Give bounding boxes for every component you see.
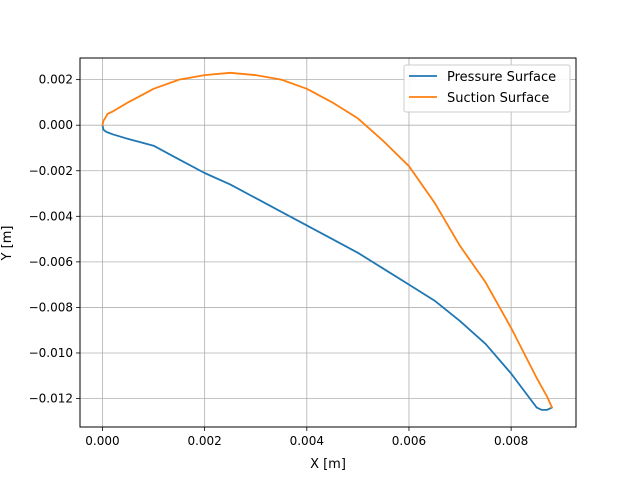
y-tick-label-5: −0.008	[29, 300, 73, 314]
x-tick-label-4: 0.008	[494, 434, 528, 448]
y-axis-label: Y [m]	[0, 226, 15, 262]
y-tick-label-4: −0.006	[29, 255, 73, 269]
y-tick-label-2: −0.002	[29, 164, 73, 178]
y-tick-label-0: 0.002	[39, 73, 73, 87]
y-tick-label-7: −0.012	[29, 392, 73, 406]
x-tick-label-1: 0.002	[187, 434, 221, 448]
series-line-suction-surface	[101, 71, 553, 409]
grid-layer	[80, 58, 576, 427]
legend-label-suction-surface: Suction Surface	[447, 91, 549, 106]
legend-box	[403, 64, 571, 113]
y-tick-label-6: −0.010	[29, 346, 73, 360]
y-tick-label-3: −0.004	[29, 209, 73, 223]
legend: Pressure Surface Suction Surface	[403, 64, 571, 113]
y-tick-label-1: 0.000	[39, 118, 73, 132]
plot-frame	[79, 57, 577, 428]
x-axis-label: X [m]	[310, 457, 346, 472]
x-tick-label-0: 0.000	[85, 434, 119, 448]
tick-layer: 0.000 0.002 0.004 0.006 0.008 0.002 0.000 −0.00…	[29, 73, 529, 448]
legend-label-pressure-surface: Pressure Surface	[447, 70, 556, 85]
x-tick-label-2: 0.004	[290, 434, 324, 448]
series-line-pressure-surface	[101, 124, 553, 411]
series-layer	[101, 71, 553, 411]
x-tick-label-3: 0.006	[392, 434, 426, 448]
